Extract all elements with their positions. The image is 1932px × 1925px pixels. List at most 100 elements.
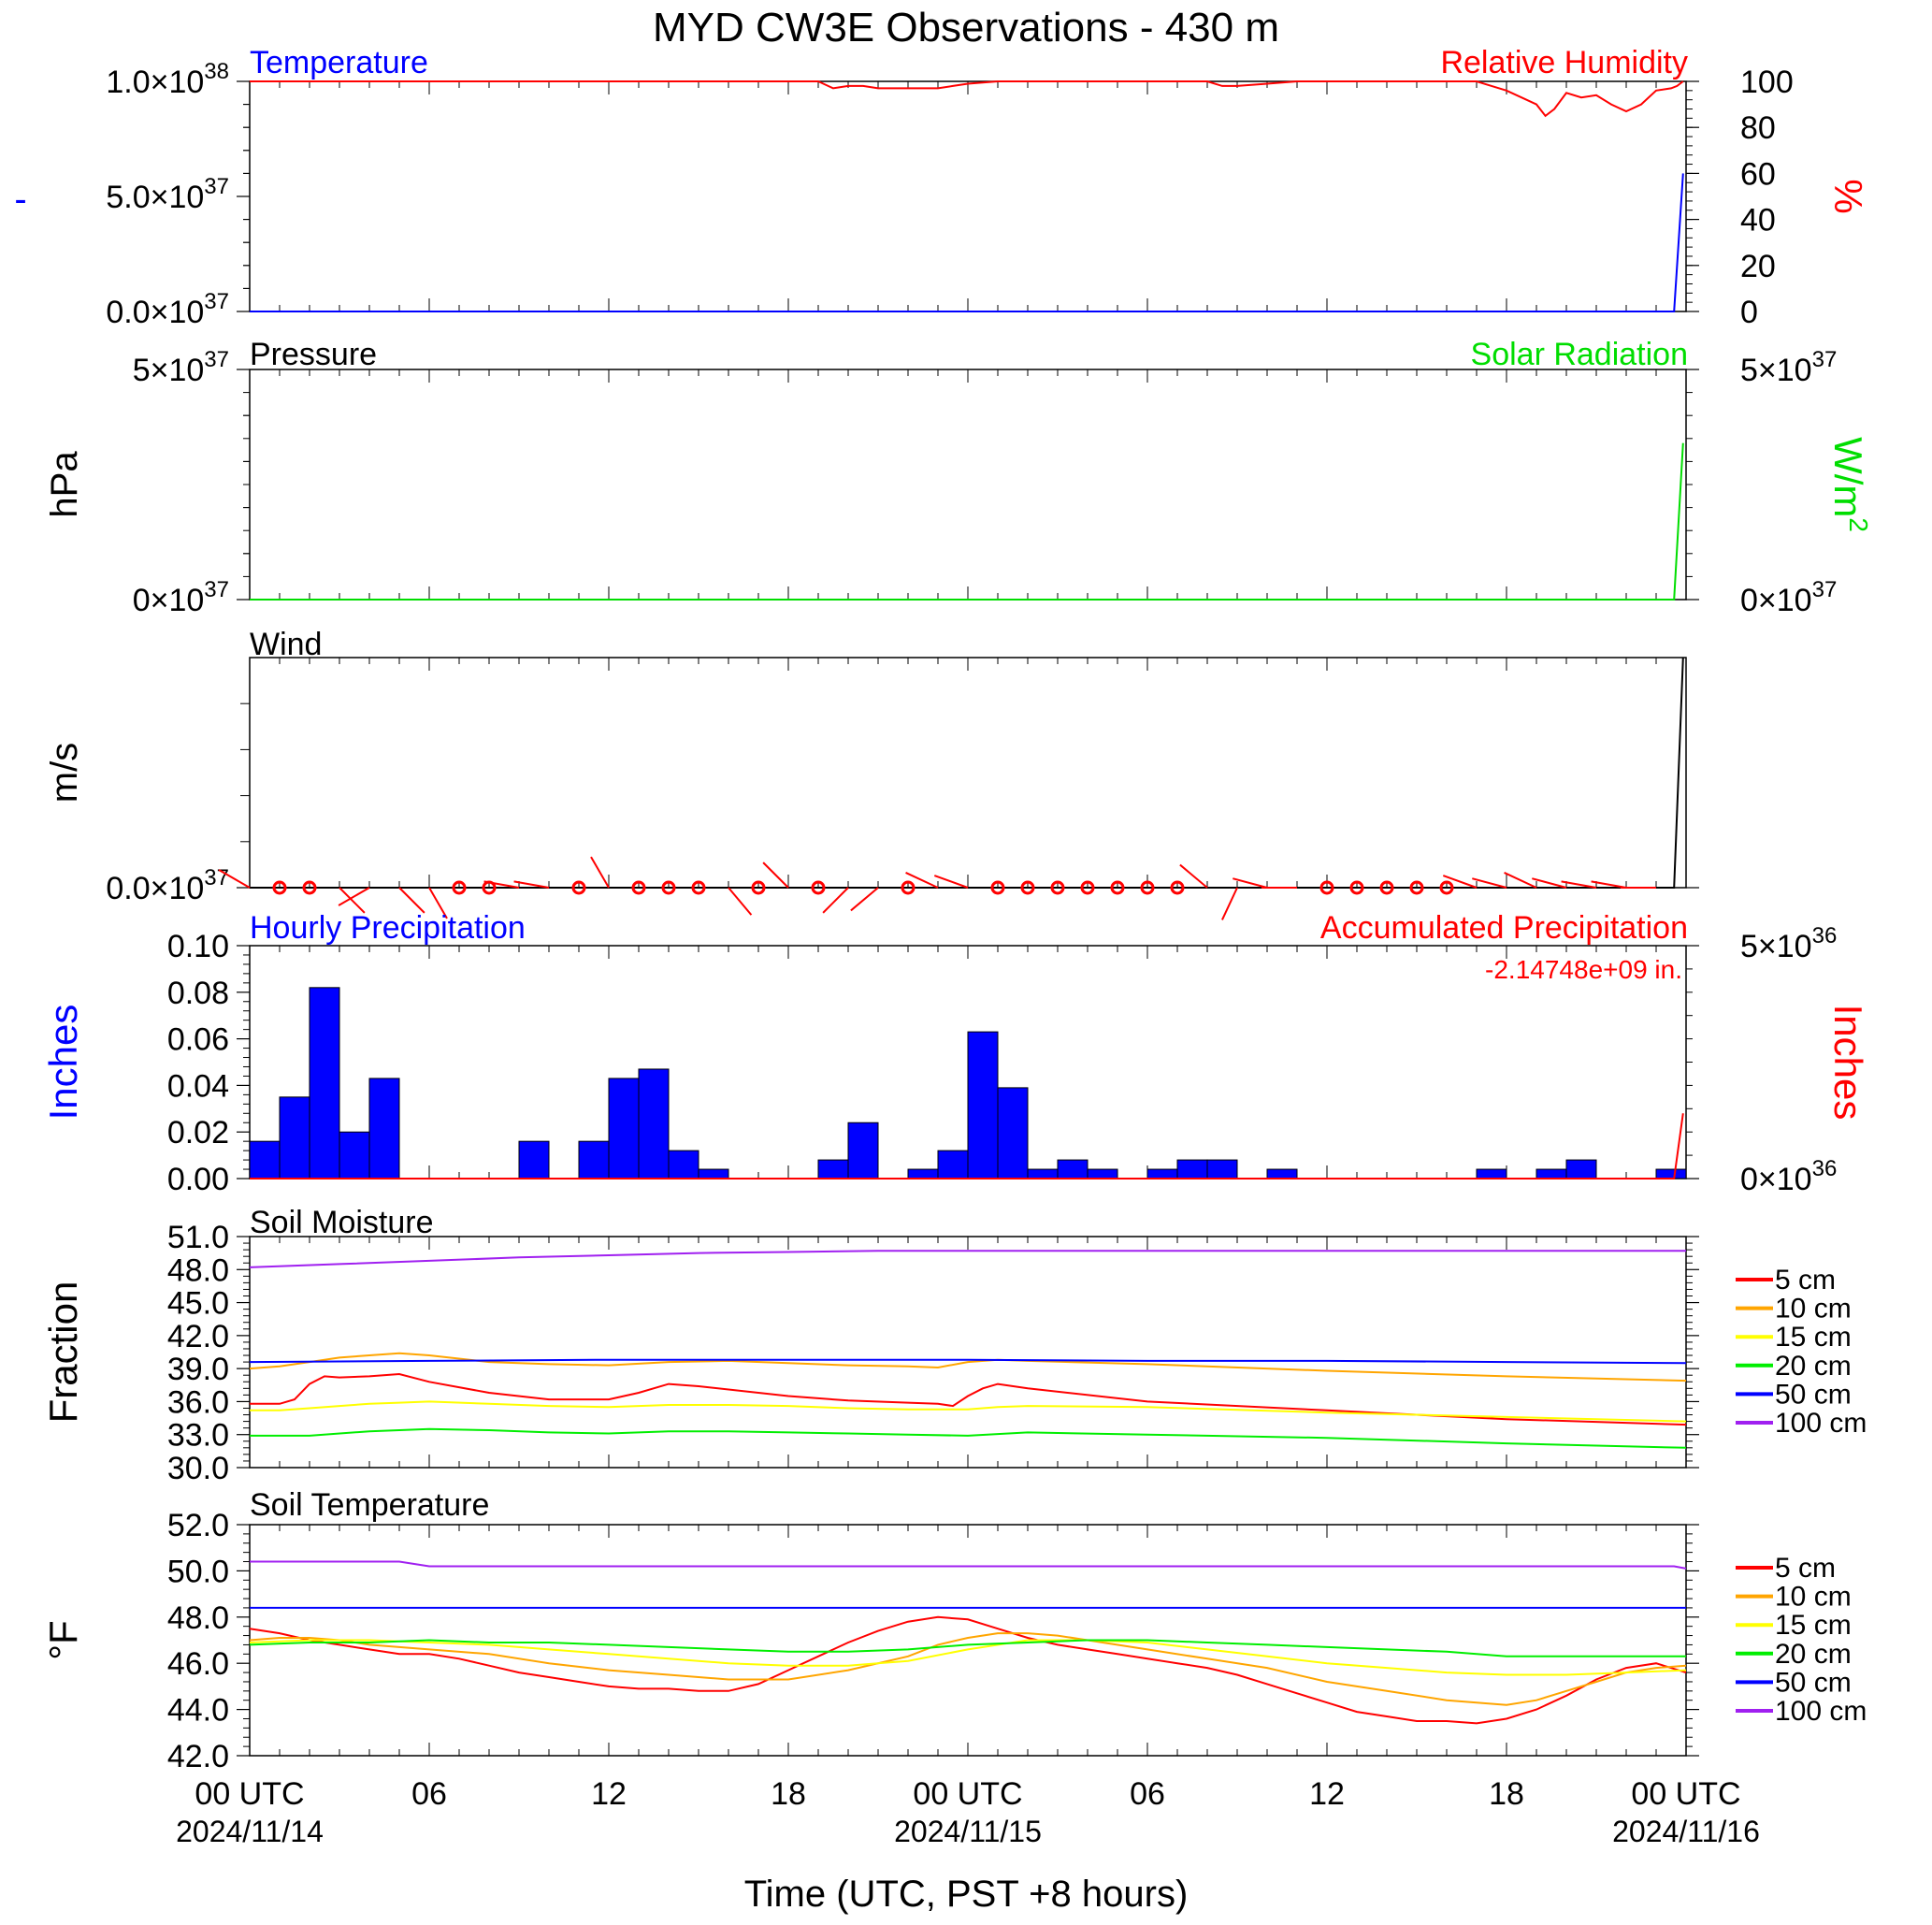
- panel-title-left-pressure_solar: Pressure: [250, 337, 377, 372]
- series-line-relative-humidity: [250, 80, 1684, 118]
- y-tick-label-left-soil_moisture: 33.0: [167, 1418, 229, 1454]
- series-line-wind-speed: [250, 657, 1684, 889]
- y-tick-label-right-temp_rh: 60: [1740, 156, 1776, 192]
- series-line-50-cm: [249, 1358, 1687, 1365]
- y-tick-label-right-temp_rh: 40: [1740, 203, 1776, 239]
- wind-barb: [933, 875, 969, 889]
- precip-bar: [608, 1078, 640, 1180]
- precip-bar: [578, 1140, 610, 1180]
- panel-title-right-precip: Accumulated Precipitation: [1320, 910, 1688, 946]
- panel-frame-temp_rh: [249, 80, 1687, 312]
- y-tick-label-right-temp_rh: 20: [1740, 249, 1776, 284]
- y-axis-unit-left-precip: Inches: [41, 1005, 85, 1121]
- precip-bar: [1266, 1168, 1298, 1180]
- precip-bar: [1027, 1168, 1059, 1180]
- y-tick-label-left-soil_temperature: 42.0: [167, 1739, 229, 1774]
- wind-barb: [762, 861, 789, 889]
- wind-calm-marker: [1379, 880, 1394, 895]
- y-tick-label-left-soil_temperature: 46.0: [167, 1646, 229, 1682]
- series-line-temperature: [250, 173, 1684, 312]
- y-axis-unit-left-pressure_solar: hPa: [44, 451, 85, 518]
- y-axis-unit-right-pressure_solar: W/m2: [1826, 437, 1873, 532]
- precip-bar: [1206, 1159, 1238, 1180]
- y-tick-label-right-pressure_solar: 0×1037: [1740, 577, 1837, 618]
- wind-calm-marker: [1110, 880, 1125, 895]
- legend-label-100cm: 100 cm: [1775, 1696, 1867, 1727]
- precip-bar: [1655, 1168, 1687, 1180]
- y-tick-label-left-precip: 0.00: [167, 1162, 229, 1197]
- y-axis-unit-left-wind: m/s: [44, 743, 85, 803]
- series-line-15-cm: [250, 1400, 1687, 1423]
- y-tick-label-left-soil_moisture: 45.0: [167, 1286, 229, 1322]
- precip-bar: [518, 1140, 550, 1180]
- x-tick-date-label: 2024/11/15: [894, 1815, 1042, 1848]
- precip-bar: [817, 1159, 849, 1180]
- wind-calm-marker: [990, 880, 1005, 895]
- legend-label-15cm: 15 cm: [1775, 1610, 1852, 1641]
- y-axis-unit-right-temp_rh: %: [1826, 179, 1870, 213]
- precip-bar: [668, 1150, 699, 1180]
- x-tick-label: 00 UTC: [1631, 1776, 1740, 1812]
- legend-label-50cm: 50 cm: [1775, 1379, 1852, 1410]
- wind-barb: [339, 887, 366, 914]
- wind-calm-marker: [691, 880, 706, 895]
- y-tick-label-left-soil_temperature: 44.0: [167, 1693, 229, 1729]
- y-tick-label-left-precip: 0.06: [167, 1022, 229, 1058]
- y-tick-label-left-precip: 0.10: [167, 929, 229, 964]
- panel-frame-soil_temperature: [249, 1524, 1687, 1757]
- y-tick-label-left-precip: 0.08: [167, 976, 229, 1011]
- accumulated-total-annotation: -2.14748e+09 in.: [1485, 955, 1682, 984]
- wind-barb: [1532, 877, 1567, 889]
- legend-label-5cm: 5 cm: [1775, 1265, 1836, 1295]
- x-tick-label: 18: [771, 1776, 806, 1812]
- y-tick-label-left-temp_rh: 5.0×1037: [106, 174, 229, 215]
- precip-bar: [1146, 1168, 1178, 1180]
- wind-calm-marker: [1170, 880, 1185, 895]
- wind-calm-marker: [661, 880, 676, 895]
- legend-label-20cm: 20 cm: [1775, 1351, 1852, 1382]
- wind-barb: [398, 887, 425, 914]
- legend-label-5cm: 5 cm: [1775, 1553, 1836, 1584]
- y-tick-label-left-soil_moisture: 51.0: [167, 1220, 229, 1255]
- wind-barb: [728, 887, 753, 916]
- panel-title-right-pressure_solar: Solar Radiation: [1471, 337, 1688, 372]
- y-tick-label-right-pressure_solar: 5×1037: [1740, 347, 1837, 388]
- y-tick-label-left-soil_temperature: 50.0: [167, 1554, 229, 1589]
- x-tick-label: 06: [411, 1776, 447, 1812]
- wind-calm-marker: [901, 880, 916, 895]
- y-tick-label-left-soil_moisture: 36.0: [167, 1384, 229, 1420]
- wind-calm-marker: [1050, 880, 1065, 895]
- wind-calm-marker: [452, 880, 467, 895]
- precip-bar: [1057, 1159, 1089, 1180]
- panel-title-left-soil_moisture: Soil Moisture: [250, 1205, 434, 1240]
- legend-label-100cm: 100 cm: [1775, 1408, 1867, 1439]
- precip-bar: [847, 1122, 879, 1180]
- precip-bar: [1087, 1168, 1118, 1180]
- precip-bar: [368, 1078, 400, 1180]
- wind-calm-marker: [1140, 880, 1155, 895]
- series-line-15-cm: [249, 1639, 1687, 1676]
- y-tick-label-right-temp_rh: 80: [1740, 110, 1776, 146]
- y-tick-label-left-temp_rh: 0.0×1037: [106, 289, 229, 330]
- y-tick-label-right-precip: 0×1036: [1740, 1156, 1837, 1197]
- wind-barb: [1504, 872, 1537, 889]
- wind-barb: [590, 856, 610, 889]
- y-tick-label-left-soil_moisture: 39.0: [167, 1352, 229, 1387]
- wind-calm-marker: [1080, 880, 1095, 895]
- series-line-100-cm: [250, 1560, 1687, 1570]
- wind-barb: [1442, 875, 1478, 889]
- precip-bar: [1476, 1168, 1507, 1180]
- wind-calm-marker: [571, 880, 586, 895]
- panel-title-left-wind: Wind: [250, 627, 322, 662]
- y-tick-label-right-temp_rh: 100: [1740, 65, 1794, 100]
- series-line-100-cm: [249, 1250, 1686, 1268]
- x-tick-date-label: 2024/11/16: [1612, 1815, 1760, 1848]
- precip-bar: [309, 987, 340, 1180]
- legend-label-50cm: 50 cm: [1775, 1667, 1852, 1698]
- series-line-solar-radiation: [250, 442, 1684, 601]
- wind-calm-marker: [272, 880, 287, 895]
- y-tick-label-left-precip: 0.04: [167, 1068, 229, 1104]
- y-tick-label-left-soil_moisture: 42.0: [167, 1319, 229, 1354]
- series-line-10-cm: [249, 1352, 1687, 1382]
- wind-barb: [428, 887, 448, 919]
